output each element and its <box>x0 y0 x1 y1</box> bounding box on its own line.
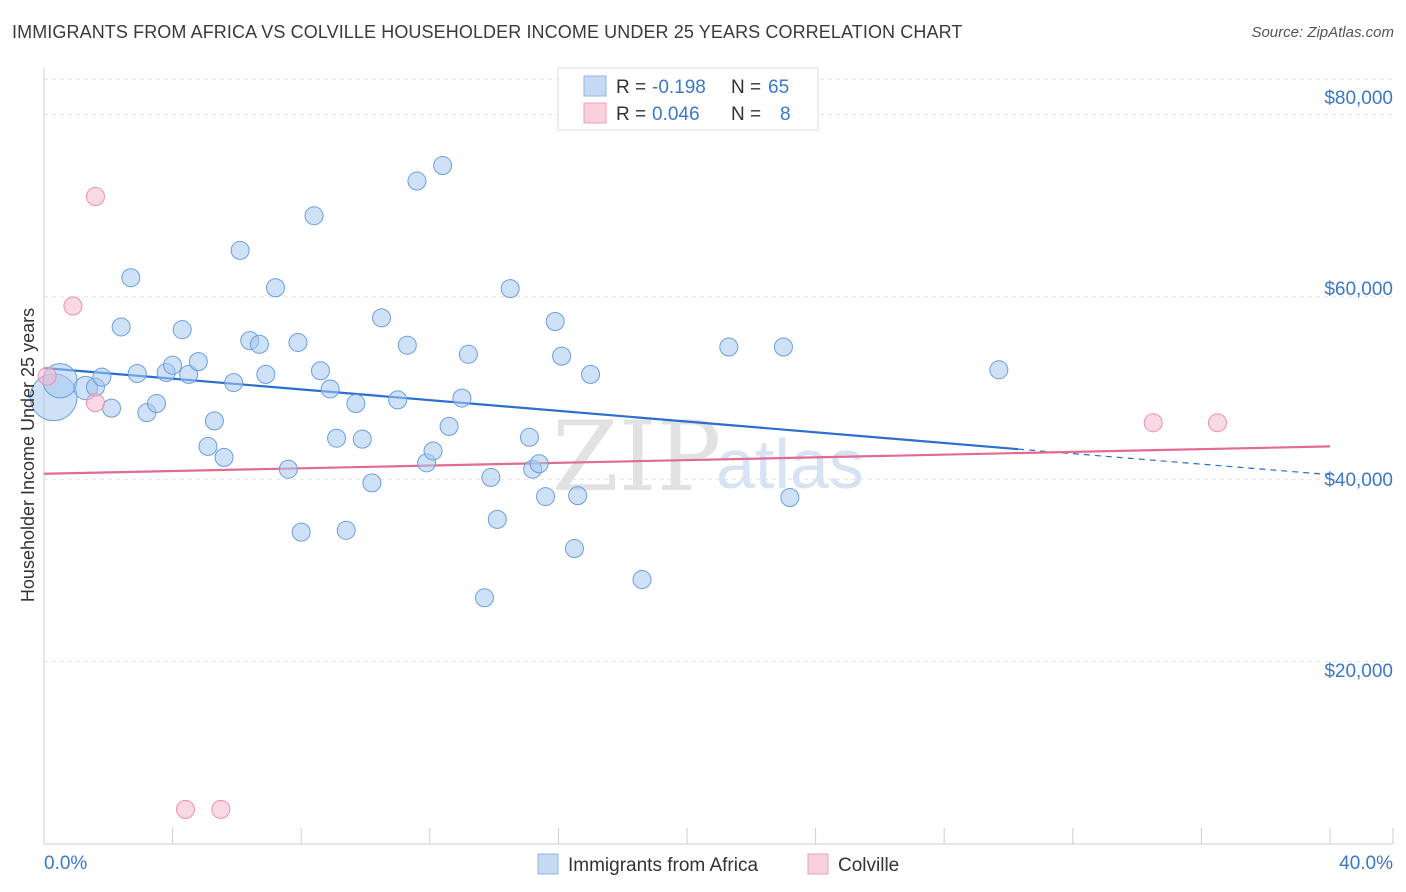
point-africa-38 <box>397 335 417 355</box>
axes <box>43 68 1394 845</box>
point-africa-30 <box>320 379 340 399</box>
point-colville-7 <box>211 799 231 819</box>
legend-n-label-1: N = <box>731 77 761 98</box>
chart-title: IMMIGRANTS FROM AFRICA VS COLVILLE HOUSE… <box>12 22 963 42</box>
legend-r-label-1: R = <box>616 77 646 98</box>
point-colville-1 <box>85 393 105 413</box>
y-tick-60000: $60,000 <box>1324 279 1393 300</box>
bottom-legend-swatch-africa <box>537 853 559 875</box>
bottom-legend-label-colville: Colville <box>838 855 899 876</box>
y-tick-40000: $40,000 <box>1324 470 1393 491</box>
point-africa-26 <box>288 332 308 352</box>
point-africa-4 <box>92 367 112 387</box>
legend-swatch-colville <box>583 102 607 124</box>
point-africa-6 <box>111 317 131 337</box>
point-colville-2 <box>85 187 105 207</box>
bottom-legend: Immigrants from Africa Colville <box>537 853 899 876</box>
point-africa-44 <box>452 388 472 408</box>
point-africa-56 <box>564 539 584 559</box>
trend-line-africa-extension <box>1018 448 1331 476</box>
point-africa-57 <box>581 364 601 384</box>
point-africa-15 <box>188 352 208 372</box>
point-africa-48 <box>487 509 507 529</box>
point-africa-29 <box>310 361 330 381</box>
chart-source: Source: ZipAtlas.com <box>1251 24 1394 41</box>
point-africa-5 <box>102 398 122 418</box>
point-colville-3 <box>63 296 83 316</box>
point-africa-63 <box>568 486 588 506</box>
point-africa-52 <box>529 454 549 474</box>
point-africa-62 <box>989 360 1009 380</box>
point-africa-49 <box>500 279 520 299</box>
legend-n-value-africa: 65 <box>768 77 789 98</box>
point-colville-0 <box>37 366 57 386</box>
point-africa-19 <box>224 373 244 393</box>
point-africa-58 <box>632 570 652 590</box>
point-africa-24 <box>265 278 285 298</box>
y-tick-80000: $80,000 <box>1324 88 1393 109</box>
point-africa-25 <box>278 459 298 479</box>
point-africa-55 <box>552 346 572 366</box>
point-africa-59 <box>719 337 739 357</box>
point-africa-32 <box>336 520 356 540</box>
point-africa-8 <box>127 363 147 383</box>
point-colville-5 <box>1207 413 1227 433</box>
point-africa-20 <box>230 240 250 260</box>
x-tick-max: 40.0% <box>1339 853 1393 874</box>
point-africa-43 <box>439 416 459 436</box>
point-africa-47 <box>481 467 501 487</box>
point-africa-27 <box>291 522 311 542</box>
point-africa-60 <box>780 487 800 507</box>
point-africa-36 <box>372 308 392 328</box>
point-africa-35 <box>362 473 382 493</box>
point-africa-42 <box>433 156 453 176</box>
point-africa-28 <box>304 206 324 226</box>
point-africa-54 <box>545 311 565 331</box>
point-africa-18 <box>214 447 234 467</box>
point-africa-31 <box>327 428 347 448</box>
point-africa-12 <box>163 355 183 375</box>
legend-box: R = -0.198 N = 65 R = 0.046 N = 8 <box>557 67 819 131</box>
point-africa-53 <box>536 487 556 507</box>
point-africa-34 <box>352 429 372 449</box>
point-africa-61 <box>773 337 793 357</box>
trend-line-colville <box>43 445 1331 475</box>
point-africa-37 <box>388 390 408 410</box>
point-africa-14 <box>179 364 199 384</box>
point-africa-45 <box>458 344 478 364</box>
legend-swatch-africa <box>583 75 607 97</box>
point-colville-6 <box>175 799 195 819</box>
legend-r-value-colville: 0.046 <box>652 104 700 125</box>
point-colville-4 <box>1143 413 1163 433</box>
legend-n-label-2: N = <box>731 104 761 125</box>
legend-r-value-africa: -0.198 <box>652 77 706 98</box>
y-axis-label: Householder Income Under 25 years <box>18 308 38 602</box>
point-africa-7 <box>121 268 141 288</box>
point-africa-39 <box>407 171 427 191</box>
point-africa-17 <box>204 411 224 431</box>
legend-n-value-colville: 8 <box>780 104 791 125</box>
y-tick-20000: $20,000 <box>1324 661 1393 682</box>
point-africa-46 <box>474 588 494 608</box>
point-africa-13 <box>172 320 192 340</box>
point-africa-41 <box>423 441 443 461</box>
point-africa-22 <box>249 334 269 354</box>
data-points <box>29 156 1227 819</box>
x-tick-min: 0.0% <box>44 853 87 874</box>
trend-lines <box>43 366 1331 476</box>
bottom-legend-label-africa: Immigrants from Africa <box>568 855 758 876</box>
grid <box>44 78 1393 663</box>
point-africa-50 <box>519 427 539 447</box>
point-africa-16 <box>198 436 218 456</box>
trend-line-africa <box>43 366 1019 451</box>
point-africa-33 <box>346 394 366 414</box>
legend-r-label-2: R = <box>616 104 646 125</box>
point-africa-23 <box>256 364 276 384</box>
point-africa-10 <box>147 394 167 414</box>
bottom-legend-swatch-colville <box>807 853 829 875</box>
